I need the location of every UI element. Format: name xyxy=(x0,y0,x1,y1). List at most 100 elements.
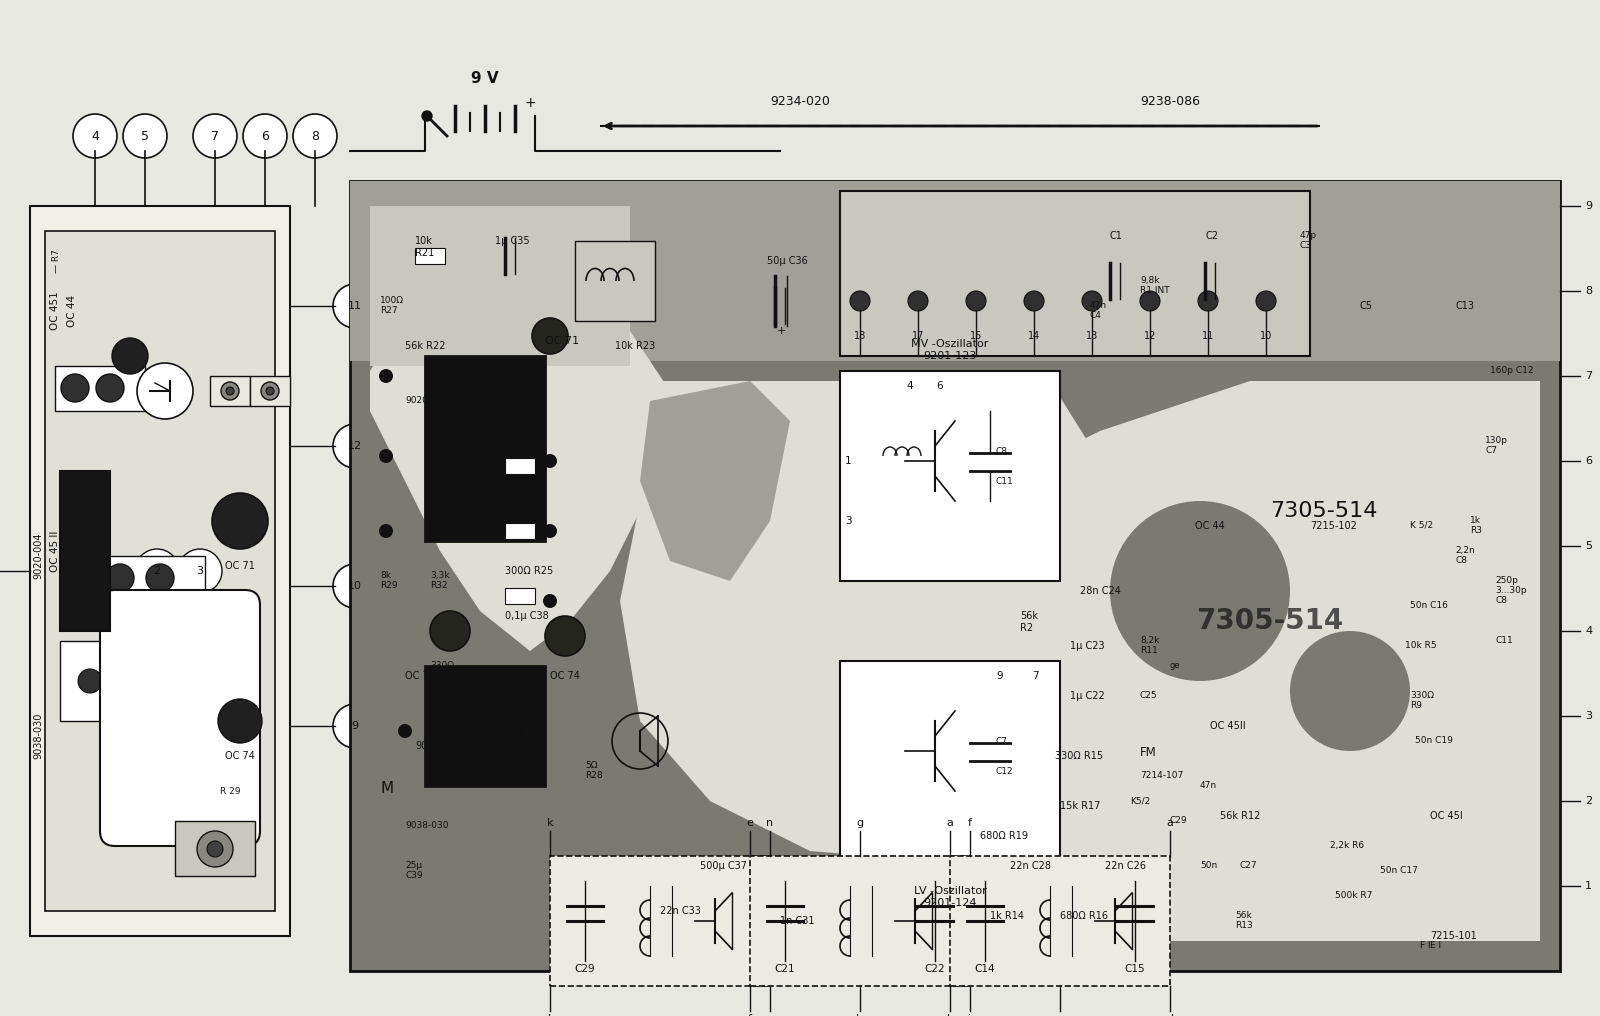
Text: 680Ω R16: 680Ω R16 xyxy=(1059,911,1107,920)
Text: 1μ C35: 1μ C35 xyxy=(494,236,530,246)
Bar xyxy=(61,471,110,631)
Text: 7214-107: 7214-107 xyxy=(1139,771,1184,780)
Circle shape xyxy=(218,699,262,743)
Circle shape xyxy=(1256,291,1277,311)
Circle shape xyxy=(546,616,586,656)
Circle shape xyxy=(1139,291,1160,311)
Text: 3...30p
C8: 3...30p C8 xyxy=(1494,586,1526,606)
Circle shape xyxy=(1110,501,1290,681)
Text: OC 74: OC 74 xyxy=(226,751,254,761)
Circle shape xyxy=(61,374,90,402)
Bar xyxy=(350,181,1560,361)
Text: K 5/2: K 5/2 xyxy=(1410,521,1434,530)
Text: OC 45 II: OC 45 II xyxy=(50,530,61,572)
Text: 50n C17: 50n C17 xyxy=(1379,866,1418,875)
Text: 10k R23: 10k R23 xyxy=(614,341,656,351)
Bar xyxy=(426,356,546,541)
Text: E I: E I xyxy=(1430,941,1442,950)
Circle shape xyxy=(96,374,125,402)
Circle shape xyxy=(74,114,117,158)
Circle shape xyxy=(221,382,238,400)
Text: l: l xyxy=(549,1014,552,1016)
Text: 1k
R3: 1k R3 xyxy=(1470,516,1482,535)
Text: 17: 17 xyxy=(912,331,925,341)
Bar xyxy=(840,191,1310,356)
Text: R 29: R 29 xyxy=(219,786,240,796)
Text: 4: 4 xyxy=(907,381,914,391)
Text: 4: 4 xyxy=(91,129,99,142)
Text: C5: C5 xyxy=(1360,301,1373,311)
Text: 9238-086: 9238-086 xyxy=(1139,96,1200,108)
Text: 2: 2 xyxy=(1586,796,1592,806)
Bar xyxy=(506,458,534,474)
Text: f: f xyxy=(968,818,973,828)
Text: 1μ C23: 1μ C23 xyxy=(1070,641,1104,651)
Text: n: n xyxy=(766,818,773,828)
Text: a: a xyxy=(947,818,954,828)
Polygon shape xyxy=(950,381,1539,941)
Circle shape xyxy=(178,549,222,593)
Text: 10k R5: 10k R5 xyxy=(1405,641,1437,650)
Text: 330Ω R24: 330Ω R24 xyxy=(450,451,498,461)
Text: 7215-102: 7215-102 xyxy=(1310,521,1357,531)
Text: 25μ
C39: 25μ C39 xyxy=(405,861,422,881)
Text: a: a xyxy=(1166,818,1173,828)
Bar xyxy=(99,556,205,601)
Text: 2: 2 xyxy=(154,566,160,576)
Circle shape xyxy=(523,724,538,738)
Text: 160p C12: 160p C12 xyxy=(1490,366,1533,375)
Text: k: k xyxy=(547,818,554,828)
Text: 56k
R13: 56k R13 xyxy=(1235,911,1253,931)
Text: 15k R17: 15k R17 xyxy=(1059,801,1101,811)
Text: C13: C13 xyxy=(1454,301,1474,311)
Text: 12: 12 xyxy=(347,441,362,451)
Circle shape xyxy=(134,549,179,593)
Text: 4: 4 xyxy=(1586,626,1592,636)
Text: 47n
C4: 47n C4 xyxy=(1090,301,1107,320)
Text: 2,2k R6: 2,2k R6 xyxy=(1330,841,1365,850)
Text: ge: ge xyxy=(1170,661,1181,670)
Text: 8: 8 xyxy=(1586,285,1592,296)
Bar xyxy=(550,856,770,986)
Circle shape xyxy=(542,524,557,538)
Text: OC 45II: OC 45II xyxy=(1210,721,1246,731)
Text: 0,1μ C38: 0,1μ C38 xyxy=(506,611,549,621)
Text: 22n C28: 22n C28 xyxy=(1010,861,1051,871)
Text: 56k R12: 56k R12 xyxy=(1221,811,1261,821)
Circle shape xyxy=(531,318,568,354)
Circle shape xyxy=(398,724,413,738)
Circle shape xyxy=(379,524,394,538)
Text: 10: 10 xyxy=(1259,331,1272,341)
Text: OC 71: OC 71 xyxy=(226,561,254,571)
Text: 7: 7 xyxy=(1032,671,1038,681)
Text: 6: 6 xyxy=(1586,456,1592,466)
Text: 22n C26: 22n C26 xyxy=(1106,861,1146,871)
Circle shape xyxy=(850,291,870,311)
Bar xyxy=(506,588,534,604)
Text: 1μ C22: 1μ C22 xyxy=(1070,691,1104,701)
Circle shape xyxy=(379,369,394,383)
Text: 300Ω R25: 300Ω R25 xyxy=(506,566,554,576)
Text: b: b xyxy=(947,1014,954,1016)
Circle shape xyxy=(106,564,134,592)
Text: 50n C19: 50n C19 xyxy=(1414,736,1453,745)
Circle shape xyxy=(266,387,274,395)
Text: 9038-030: 9038-030 xyxy=(34,713,43,759)
Text: C2: C2 xyxy=(1205,231,1218,241)
Text: 1k R14: 1k R14 xyxy=(990,911,1024,920)
Text: 3: 3 xyxy=(1586,711,1592,721)
Text: 7305-514: 7305-514 xyxy=(1197,607,1344,635)
Circle shape xyxy=(1198,291,1218,311)
Bar xyxy=(350,181,1560,971)
Text: 10k
R21: 10k R21 xyxy=(414,236,434,258)
Text: 9 V: 9 V xyxy=(470,71,499,86)
Text: FM: FM xyxy=(1139,746,1157,759)
Text: 7305-514: 7305-514 xyxy=(1270,501,1378,521)
Text: 47p
C3: 47p C3 xyxy=(1299,231,1317,250)
Text: 5: 5 xyxy=(141,129,149,142)
Bar xyxy=(54,366,146,411)
Text: OC 451: OC 451 xyxy=(50,292,61,330)
Text: 3,3k
R32: 3,3k R32 xyxy=(430,571,450,590)
Circle shape xyxy=(197,831,234,867)
Text: 13: 13 xyxy=(1086,331,1098,341)
